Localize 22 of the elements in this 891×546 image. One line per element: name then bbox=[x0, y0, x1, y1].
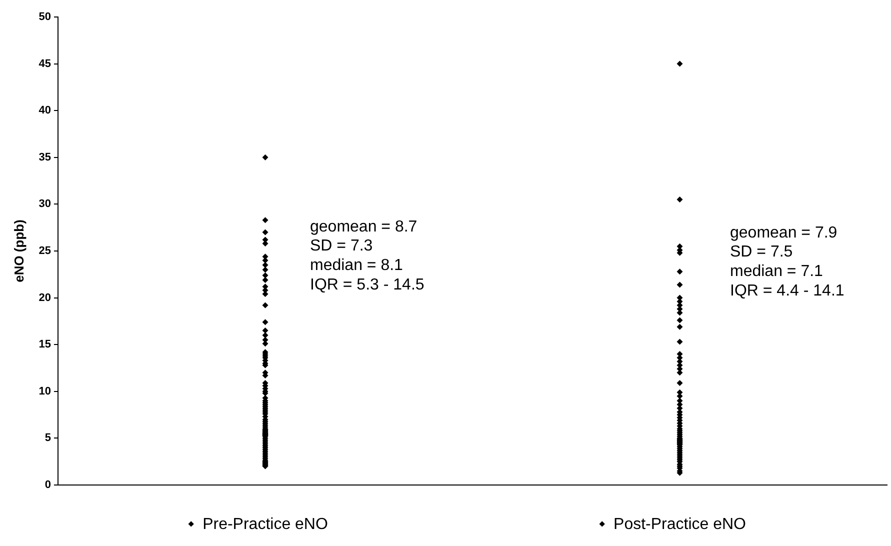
y-tick-label: 0 bbox=[44, 479, 51, 492]
y-tick-label: 5 bbox=[44, 432, 51, 444]
y-tick-label: 45 bbox=[38, 58, 51, 70]
annotation: median = 8.1 bbox=[310, 257, 404, 274]
annotation: IQR = 4.4 - 14.1 bbox=[730, 282, 844, 300]
y-tick-label: 25 bbox=[38, 245, 51, 258]
x-tick-label: Pre-Practice eNO bbox=[202, 516, 328, 534]
y-tick-label: 15 bbox=[38, 338, 51, 351]
x-tick-label: Post-Practice eNO bbox=[614, 516, 746, 534]
y-tick-label: 35 bbox=[38, 151, 51, 164]
annotation: SD = 7.5 bbox=[730, 244, 793, 261]
annotation: SD = 7.3 bbox=[310, 238, 373, 255]
y-tick-label: 20 bbox=[38, 292, 51, 304]
y-tick-label: 40 bbox=[38, 104, 51, 117]
y-tick-label: 50 bbox=[38, 11, 51, 24]
y-tick-label: 30 bbox=[38, 198, 51, 210]
annotation: geomean = 8.7 bbox=[310, 218, 418, 236]
y-axis-title: eNO (ppb) bbox=[11, 220, 26, 282]
y-tick-label: 10 bbox=[38, 385, 51, 398]
annotation: geomean = 7.9 bbox=[730, 224, 838, 242]
annotation: IQR = 5.3 - 14.5 bbox=[310, 276, 424, 294]
annotation: median = 7.1 bbox=[730, 263, 824, 280]
